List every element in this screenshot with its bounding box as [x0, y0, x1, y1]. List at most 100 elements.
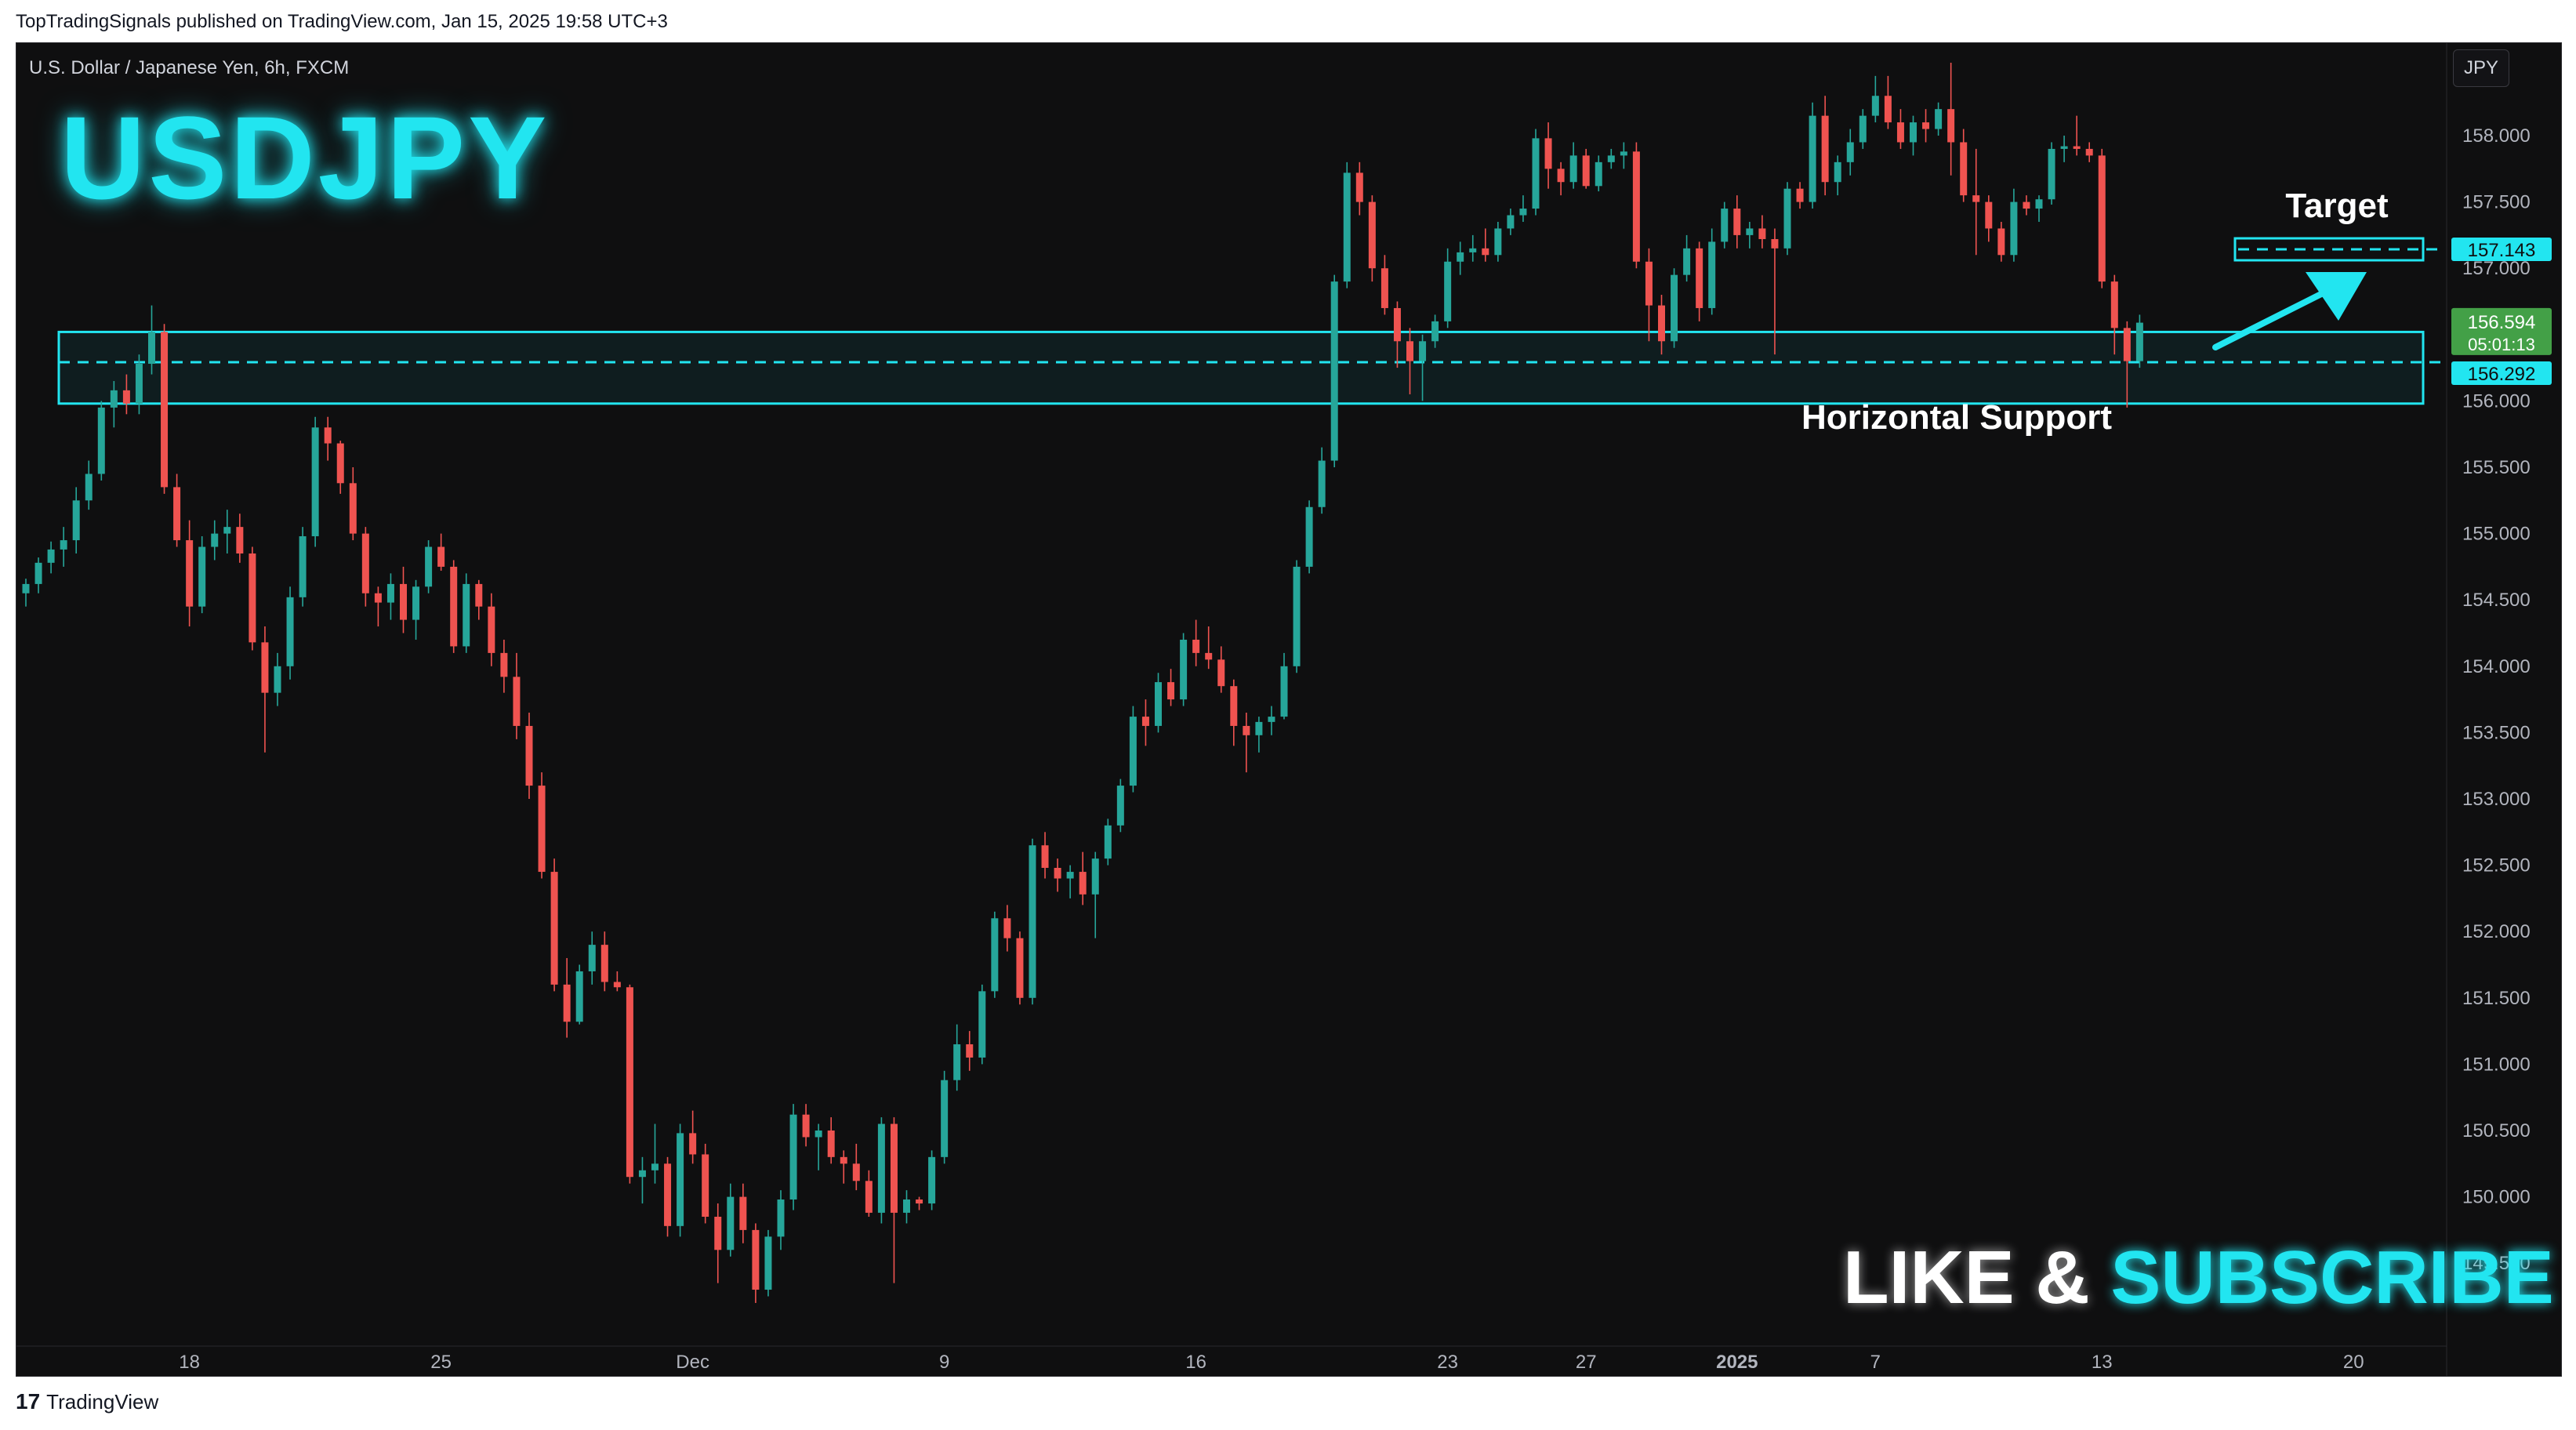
candle-up: [1783, 188, 1791, 249]
candle-up: [110, 390, 118, 408]
like-text: LIKE: [1843, 1236, 2015, 1319]
candle-up: [2010, 201, 2018, 256]
candle-up: [1180, 639, 1188, 700]
candle-down: [475, 583, 483, 607]
candle-down: [1960, 142, 1968, 196]
candle-down: [1696, 248, 1703, 308]
y-tick-label: 150.000: [2462, 1187, 2531, 1208]
candle-up: [97, 407, 105, 474]
published-info: TopTradingSignals published on TradingVi…: [16, 11, 668, 32]
candle-up: [1280, 666, 1288, 717]
candle-up: [1910, 122, 1917, 143]
candle-down: [1796, 188, 1804, 202]
candle-up: [1255, 721, 1263, 735]
candle-down: [1054, 867, 1061, 879]
candle-down: [752, 1229, 760, 1290]
tradingview-logo-icon: 17: [16, 1389, 41, 1414]
candle-up: [1330, 281, 1338, 461]
candle-down: [600, 945, 608, 982]
candle-up: [85, 474, 93, 501]
x-tick-label: 23: [1437, 1352, 1458, 1373]
candle-up: [1519, 209, 1527, 216]
x-tick-label: 18: [179, 1352, 200, 1373]
candle-down: [689, 1133, 697, 1155]
y-tick-label: 149.500: [2462, 1253, 2531, 1274]
candlestick-chart[interactable]: 158.000157.500157.000156.500156.000155.5…: [16, 43, 2561, 1376]
candle-down: [374, 593, 382, 603]
countdown-tag: 05:01:13: [2468, 335, 2535, 354]
candle-down: [1393, 307, 1401, 342]
candle-down: [702, 1154, 709, 1217]
candle-down: [714, 1216, 722, 1250]
candle-down: [1192, 639, 1200, 653]
candle-up: [575, 971, 583, 1022]
tradingview-brand[interactable]: 17 TradingView: [16, 1389, 158, 1414]
candle-up: [1029, 845, 1036, 998]
candle-up: [1683, 248, 1691, 275]
candle-down: [840, 1156, 847, 1164]
x-tick-label: 25: [430, 1352, 452, 1373]
candle-up: [789, 1114, 797, 1200]
candle-down: [1167, 682, 1175, 700]
candle-down: [1079, 872, 1087, 895]
x-tick-label: 7: [1870, 1352, 1881, 1373]
candle-up: [651, 1163, 659, 1170]
candle-down: [450, 566, 458, 647]
support-zone-layer: [57, 330, 2443, 405]
candle-up: [1859, 115, 1867, 143]
candle-down: [525, 725, 533, 786]
candle-down: [2023, 201, 2030, 209]
candle-layer: [22, 62, 2143, 1303]
candle-down: [336, 443, 344, 484]
candle-down: [1632, 151, 1640, 262]
candle-down: [664, 1163, 672, 1226]
candle-down: [1972, 195, 1980, 202]
target-price-tag-bg: [2451, 238, 2552, 262]
candle-up: [211, 533, 219, 547]
candle-up: [1809, 115, 1816, 202]
candle-up: [1595, 162, 1602, 187]
candle-down: [400, 583, 407, 620]
candle-up: [274, 666, 281, 693]
candle-down: [802, 1114, 810, 1138]
candle-down: [261, 642, 269, 693]
candle-up: [1569, 155, 1577, 183]
candle-up: [588, 945, 596, 971]
x-tick-label: 13: [2092, 1352, 2113, 1373]
candle-up: [978, 991, 986, 1058]
candle-up: [2048, 148, 2055, 200]
candle-down: [1003, 918, 1011, 938]
candle-up: [148, 332, 155, 365]
candle-down: [161, 332, 169, 488]
candle-down: [1243, 725, 1250, 735]
y-tick-label: 157.500: [2462, 192, 2531, 213]
currency-badge[interactable]: JPY: [2453, 49, 2509, 87]
candle-up: [412, 586, 420, 620]
candle-down: [1368, 201, 1376, 269]
target-arrow-head: [2306, 272, 2367, 321]
y-tick-label: 153.000: [2462, 789, 2531, 810]
candle-down: [1896, 122, 1904, 143]
x-tick-label: 16: [1185, 1352, 1206, 1373]
candle-down: [626, 987, 633, 1178]
y-tick-label: 156.000: [2462, 390, 2531, 412]
candle-up: [1935, 109, 1943, 129]
candle-down: [1997, 228, 2005, 256]
candle-up: [1268, 717, 1275, 722]
candle-down: [1230, 686, 1238, 726]
candle-up: [1305, 506, 1313, 567]
candle-down: [1821, 115, 1829, 183]
candle-up: [463, 583, 470, 647]
subscribe-text: SUBSCRIBE: [2110, 1236, 2554, 1319]
candle-up: [941, 1080, 949, 1157]
candle-up: [1431, 321, 1439, 342]
candle-down: [324, 427, 332, 444]
y-tick-label: 154.500: [2462, 590, 2531, 611]
chart-area[interactable]: 158.000157.500157.000156.500156.000155.5…: [16, 42, 2562, 1377]
axis-layer: 158.000157.500157.000156.500156.000155.5…: [16, 43, 2561, 1376]
candle-up: [1343, 172, 1351, 282]
candle-up: [991, 918, 999, 992]
candle-down: [1985, 201, 1993, 229]
candle-down: [1141, 717, 1149, 726]
candle-down: [1557, 169, 1565, 183]
